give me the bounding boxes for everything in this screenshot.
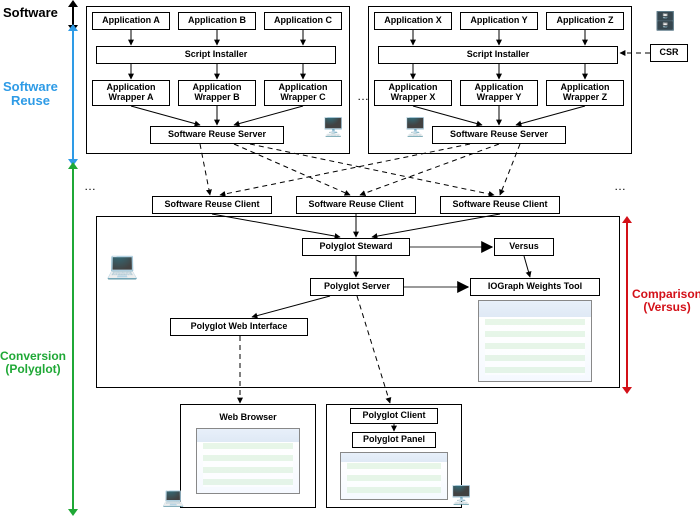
- app-x: Application X: [374, 12, 452, 30]
- iograph-box: IOGraph Weights Tool: [470, 278, 600, 296]
- iograph-screenshot: [478, 300, 592, 382]
- polyglot-client-label: Polyglot Client: [350, 408, 438, 424]
- wrap-c: Application Wrapper C: [264, 80, 342, 106]
- si-right: Script Installer: [378, 46, 618, 64]
- server-icon: 🗄️: [654, 12, 676, 30]
- app-z: Application Z: [546, 12, 624, 30]
- label-conversion: Conversion (Polyglot): [0, 350, 66, 376]
- web-browser-shot: [196, 428, 300, 494]
- bar-conv: [72, 168, 74, 510]
- app-c: Application C: [264, 12, 342, 30]
- pc-icon: 🖥️: [450, 486, 472, 504]
- polyglot-panel-label: Polyglot Panel: [352, 432, 436, 448]
- polyglot-panel-shot: [340, 452, 448, 500]
- bar-comp: [626, 222, 628, 388]
- wrap-x: Application Wrapper X: [374, 80, 452, 106]
- wrap-y: Application Wrapper Y: [460, 80, 538, 106]
- src-2: Software Reuse Client: [296, 196, 416, 214]
- svg-text:…: …: [614, 179, 626, 193]
- monitor-icon: 🖥️: [404, 118, 426, 136]
- polyglot-steward: Polyglot Steward: [302, 238, 410, 256]
- wrap-b: Application Wrapper B: [178, 80, 256, 106]
- label-reuse: Software Reuse: [3, 80, 58, 109]
- csr-box: CSR: [650, 44, 688, 62]
- wrap-a: Application Wrapper A: [92, 80, 170, 106]
- label-software: Software: [3, 6, 58, 20]
- web-browser-label: Web Browser: [208, 410, 288, 426]
- bar-reuse: [72, 30, 74, 160]
- app-b: Application B: [178, 12, 256, 30]
- polyglot-server: Polyglot Server: [310, 278, 404, 296]
- srs-right: Software Reuse Server: [432, 126, 566, 144]
- polyglot-web-if: Polyglot Web Interface: [170, 318, 308, 336]
- srs-left: Software Reuse Server: [150, 126, 284, 144]
- app-y: Application Y: [460, 12, 538, 30]
- src-1: Software Reuse Client: [152, 196, 272, 214]
- laptop-icon: 💻: [162, 488, 184, 506]
- bar-software: [72, 6, 74, 26]
- desktop-icon: 💻: [106, 252, 138, 278]
- app-a: Application A: [92, 12, 170, 30]
- wrap-z: Application Wrapper Z: [546, 80, 624, 106]
- si-left: Script Installer: [96, 46, 336, 64]
- label-comparison: Comparison (Versus): [632, 288, 700, 314]
- tower-icon: 🖥️: [322, 118, 344, 136]
- svg-text:…: …: [84, 179, 96, 193]
- src-3: Software Reuse Client: [440, 196, 560, 214]
- versus-box: Versus: [494, 238, 554, 256]
